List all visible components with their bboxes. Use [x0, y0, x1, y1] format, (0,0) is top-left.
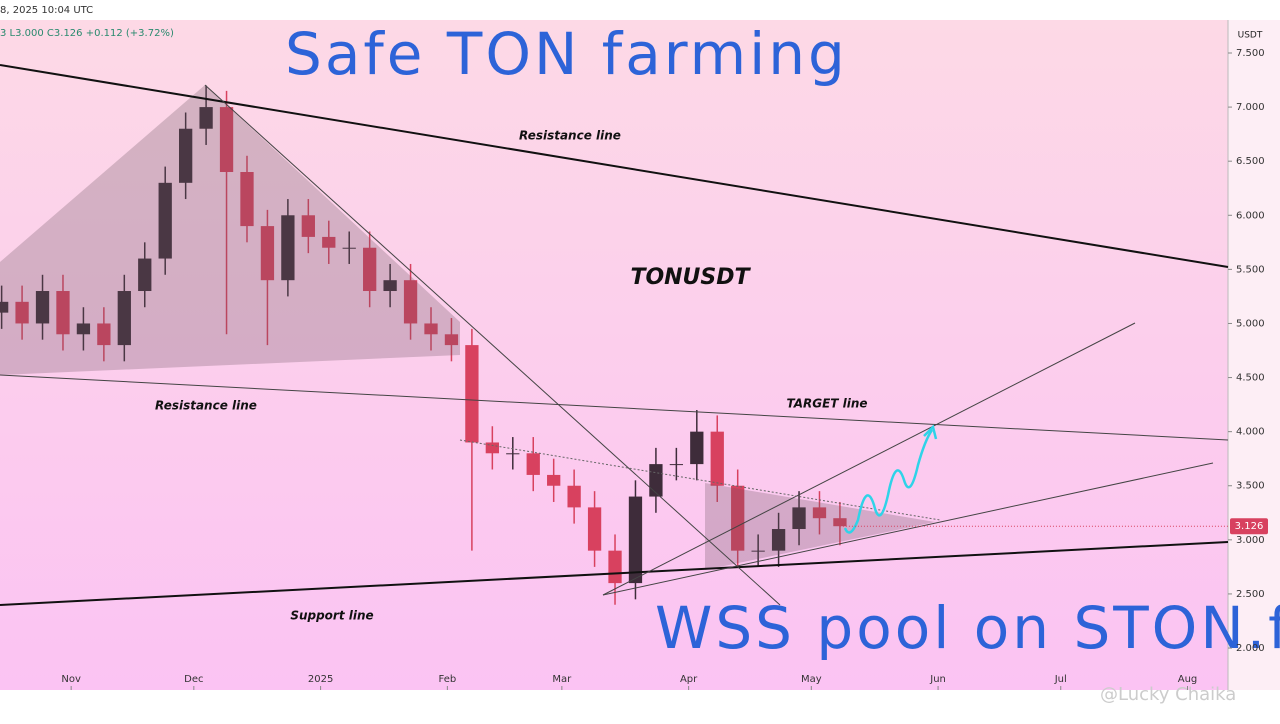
last-price-tag — [1230, 518, 1268, 535]
currency-label: USDT — [1238, 31, 1263, 41]
y-tick-label: 6.000 — [1236, 210, 1265, 221]
y-tick-label: 7.500 — [1236, 48, 1265, 59]
candle-body — [179, 128, 193, 183]
header-time: 8, 2025 10:04 UTC — [0, 5, 93, 16]
candle-body — [731, 485, 745, 551]
y-tick-label: 6.500 — [1236, 156, 1265, 167]
candle-body — [506, 453, 520, 455]
x-tick-label: Jun — [929, 674, 946, 685]
candle-body — [301, 215, 315, 237]
candle-body — [547, 474, 561, 486]
y-tick-label: 4.500 — [1236, 373, 1265, 384]
y-tick-label: 3.000 — [1236, 535, 1265, 546]
candle-body — [56, 291, 70, 335]
candle-body — [812, 507, 827, 519]
candle-body — [751, 550, 765, 552]
x-tick-label: Aug — [1178, 674, 1198, 685]
candle-body — [649, 464, 663, 497]
x-tick-label: Nov — [61, 674, 81, 685]
candle-body — [97, 323, 111, 346]
candle-body — [199, 107, 213, 129]
candle-body — [383, 280, 397, 292]
annotation: Resistance line — [519, 129, 621, 143]
trend-line — [0, 64, 1229, 268]
x-tick-label: May — [801, 674, 822, 685]
candle-body — [0, 301, 9, 313]
y-tick-label: 2.500 — [1236, 589, 1265, 600]
candle-body — [526, 453, 540, 475]
trend-line — [602, 322, 1136, 596]
candle-body — [444, 334, 459, 346]
trend-line — [602, 462, 1214, 596]
arrow-head — [923, 424, 938, 440]
footer-headline: WSS pool on STON.fi — [655, 594, 1280, 662]
last-price-label: 3.126 — [1235, 521, 1264, 532]
y-tick-label: 7.000 — [1236, 102, 1265, 113]
y-tick-label: 5.500 — [1236, 264, 1265, 275]
annotation: Resistance line — [155, 399, 257, 413]
candle-body — [485, 442, 499, 454]
annotation: Support line — [290, 609, 373, 623]
candle-body — [35, 291, 50, 324]
candle-body — [322, 236, 336, 248]
ohlc-header: 3 L3.000 C3.126 +0.112 (+3.72%) — [0, 28, 174, 39]
candle-body — [363, 247, 377, 292]
candle-body — [260, 226, 275, 281]
candle-body — [342, 247, 356, 249]
headline: Safe TON farming — [285, 20, 848, 88]
y-tick-label: 2.000 — [1236, 643, 1265, 654]
candle-body — [587, 507, 602, 551]
x-tick-label: Dec — [184, 674, 203, 685]
x-tick-label: Feb — [439, 674, 457, 685]
triangle-shade — [705, 483, 935, 570]
x-tick-label: Mar — [552, 674, 572, 685]
symbol-label: TONUSDT — [630, 265, 751, 290]
trend-line — [0, 541, 1229, 606]
candle-body — [608, 550, 622, 584]
candle-body — [117, 291, 131, 346]
candle-body — [465, 345, 479, 443]
candle-body — [424, 323, 438, 335]
candle-body — [833, 518, 847, 527]
price-axis-background — [1228, 20, 1280, 690]
annotation: TARGET line — [786, 397, 867, 411]
trend-line — [0, 374, 1229, 441]
watermark: @Lucky Chaika — [1100, 684, 1236, 705]
candle-body — [792, 507, 806, 530]
candle-body — [403, 280, 418, 324]
trend-line — [204, 84, 781, 606]
candle-body — [76, 323, 91, 335]
x-tick-label: 2025 — [308, 674, 333, 685]
candle-body — [281, 215, 295, 281]
y-tick-label: 3.500 — [1236, 481, 1265, 492]
candle-body — [15, 301, 29, 324]
candle-body — [219, 107, 234, 173]
candle-body — [158, 182, 172, 259]
projection-arrow — [843, 429, 934, 534]
candle-body — [690, 431, 704, 465]
candle-body — [628, 496, 643, 584]
candle-body — [240, 172, 254, 227]
x-tick-label: Jul — [1054, 674, 1067, 685]
candle-body — [771, 529, 786, 551]
candle-body — [669, 464, 684, 466]
y-tick-label: 5.000 — [1236, 318, 1265, 329]
triangle-shade — [0, 85, 460, 375]
candle-body — [710, 431, 724, 486]
x-tick-label: Apr — [680, 674, 698, 685]
y-tick-label: 4.000 — [1236, 427, 1265, 438]
candle-body — [567, 485, 581, 508]
candle-body — [138, 258, 152, 292]
drawings — [0, 64, 1229, 606]
